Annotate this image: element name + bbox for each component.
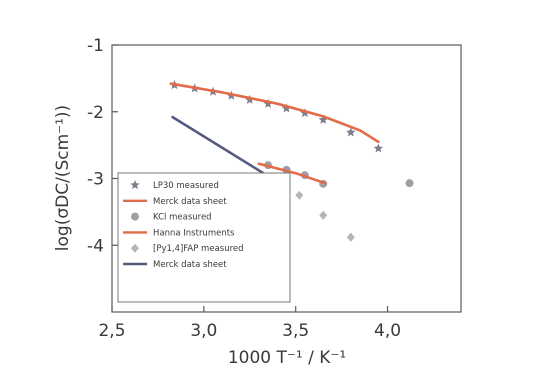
legend-item: Merck data sheet [123,197,227,207]
x-tick-label: 4,0 [374,321,401,341]
data-point [319,210,328,220]
x-tick-label: 3,5 [282,321,309,341]
data-point [263,98,273,108]
series-hanna-instruments-3 [257,162,327,185]
legend-label: Hanna Instruments [153,228,235,238]
legend-item: Hanna Instruments [123,228,235,238]
legend-label: KCl measured [153,213,212,223]
y-tick-label: -1 [87,36,104,56]
series-lp30-measured-0 [169,80,384,153]
data-series [169,80,414,242]
data-point [295,190,304,200]
legend-label: Merck data sheet [153,197,227,207]
legend-item: KCl measured [131,212,212,223]
data-point [373,143,384,153]
x-tick-label: 3,0 [190,321,217,341]
legend-swatch-marker [131,243,139,253]
series-line [171,115,279,184]
series-merck-data-sheet-5 [171,115,279,184]
legend-swatch-marker [131,212,139,221]
legend-box [117,172,291,303]
legend-item: Merck data sheet [123,260,227,270]
data-point [346,127,356,137]
y-tick-label: -3 [87,170,104,190]
y-tick-label: -4 [87,236,104,256]
data-point [346,232,355,242]
x-tick-label: 2,5 [98,321,125,341]
series-line [169,82,380,144]
data-point [318,114,328,124]
legend-item: [Py1,4]FAP measured [131,243,244,254]
y-axis-ticks: -1 -2 -3 -4 [87,36,118,256]
series-merck-data-sheet-1 [169,82,380,144]
legend-label: LP30 measured [153,181,219,191]
series-py1-4-fap-measured-4 [295,190,355,242]
x-axis-title: 1000 T⁻¹ / K⁻¹ [228,348,346,368]
data-point [281,103,292,113]
legend-swatch-marker [130,180,140,190]
legend-item: LP30 measured [130,180,219,191]
series-line [257,162,327,185]
legend: LP30 measured Merck data sheet KCl measure… [123,180,244,270]
y-axis-title: log(σDC/(Scm⁻¹)) [53,105,73,251]
legend-label: Merck data sheet [153,260,227,270]
data-point [405,179,414,188]
legend-label: [Py1,4]FAP measured [153,244,244,254]
y-tick-label: -2 [87,103,104,123]
x-axis-ticks: 2,5 3,0 3,5 4,0 [98,306,401,341]
